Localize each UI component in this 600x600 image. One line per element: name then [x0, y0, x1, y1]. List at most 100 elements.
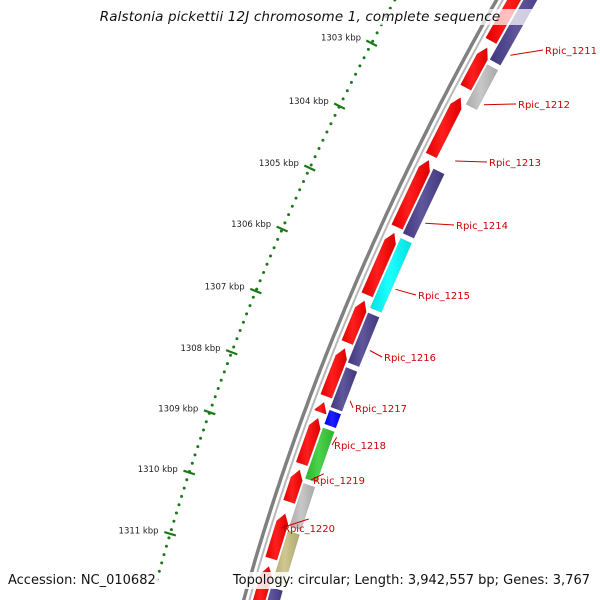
gene-label[interactable]: Rpic_1218 — [334, 441, 386, 452]
ruler-dot — [358, 64, 362, 68]
gene-label[interactable]: Rpic_1214 — [456, 221, 508, 232]
ruler-dot — [196, 445, 200, 449]
ruler-dot — [235, 337, 239, 341]
ruler-tick — [333, 102, 346, 110]
ruler-dot — [269, 254, 272, 258]
gene-label[interactable]: Rpic_1213 — [489, 158, 541, 169]
ruler-dot — [362, 56, 366, 60]
map-title: Ralstonia pickettii 12J chromosome 1, co… — [0, 9, 600, 25]
ruler-dot — [185, 478, 189, 482]
ruler-dot — [305, 171, 309, 175]
label-leader-line — [455, 160, 488, 163]
ruler-dot — [317, 147, 321, 150]
ruler-dot — [164, 544, 168, 548]
gene-label-leaders — [280, 49, 544, 529]
forward-cds[interactable] — [425, 97, 462, 159]
ruler-dot — [366, 47, 370, 51]
topology-text: Topology: circular; Length: 3,942,557 bp… — [230, 572, 592, 589]
reverse-cds[interactable] — [347, 312, 380, 368]
reverse-cds[interactable] — [402, 168, 445, 239]
ruler-dot — [182, 486, 186, 490]
forward-cds[interactable] — [361, 232, 397, 298]
ruler-dot — [313, 155, 317, 159]
ruler-dot — [172, 519, 176, 523]
ruler-dot — [210, 403, 214, 407]
forward-cds[interactable] — [341, 300, 367, 346]
ruler-dot — [345, 89, 349, 93]
ruler-dot — [216, 387, 220, 390]
ruler-tick — [249, 287, 262, 295]
label-leader-line — [349, 400, 354, 409]
ruler-dot — [272, 246, 276, 250]
ruler-dot — [213, 395, 217, 399]
label-leader-line — [280, 518, 309, 529]
ruler-label: 1306 kbp — [231, 220, 271, 230]
ruler-dot — [302, 180, 305, 183]
ruler-dot — [283, 221, 287, 225]
ruler-dot — [202, 428, 205, 432]
gene-label[interactable]: Rpic_1219 — [313, 476, 365, 487]
ruler-dot — [180, 494, 184, 498]
gene-label[interactable]: Rpic_1217 — [355, 404, 407, 415]
ruler-tick — [303, 164, 316, 172]
ruler-tick — [365, 39, 378, 48]
cyan-cds[interactable] — [369, 237, 412, 313]
ruler-label: 1305 kbp — [259, 159, 299, 169]
ruler-dot — [222, 370, 226, 374]
ruler-dot — [325, 130, 329, 134]
gene-track — [252, 0, 538, 600]
ruler-dot — [167, 536, 171, 540]
backbone-line-inner — [248, 0, 504, 600]
ruler-label: 1308 kbp — [180, 344, 220, 354]
ruler-dot — [255, 287, 259, 291]
forward-cds[interactable] — [460, 47, 488, 91]
forward-cds[interactable] — [391, 159, 431, 230]
reverse-cds[interactable] — [330, 366, 358, 412]
chromosome-backbone — [241, 0, 504, 600]
gene-label[interactable]: Rpic_1212 — [518, 100, 570, 111]
forward-cds[interactable] — [314, 401, 327, 415]
hypothetical-cds[interactable] — [289, 483, 316, 531]
label-leader-line — [425, 222, 455, 226]
ruler-dot — [375, 31, 379, 35]
ruler-dot — [354, 72, 358, 76]
hypothetical-cds[interactable] — [465, 64, 499, 111]
green-cds[interactable] — [304, 427, 335, 483]
ruler-dot — [321, 138, 325, 142]
ruler-dot — [290, 204, 294, 208]
ruler-dot — [258, 279, 262, 283]
ruler-dot — [393, 0, 397, 2]
reverse-cds[interactable] — [261, 587, 283, 600]
forward-cds[interactable] — [283, 469, 303, 504]
forward-cds[interactable] — [265, 513, 289, 561]
ruler-dot — [157, 569, 161, 573]
ruler-tick — [225, 349, 238, 356]
ruler-tick — [203, 409, 216, 416]
blue-cds[interactable] — [324, 409, 342, 429]
ruler-dot — [248, 304, 252, 308]
accession-text: Accession: NC_010682 — [6, 572, 158, 589]
ruler-tick — [164, 531, 177, 537]
gene-label[interactable]: Rpic_1216 — [384, 353, 436, 364]
label-leader-line — [310, 473, 325, 481]
gene-label[interactable]: Rpic_1215 — [418, 291, 470, 302]
ruler-label: 1310 kbp — [138, 465, 178, 475]
ruler-dot — [245, 312, 249, 316]
gene-label[interactable]: Rpic_1211 — [545, 46, 597, 57]
label-leader-line — [369, 350, 383, 358]
ruler-dot — [219, 378, 223, 382]
gene-label[interactable]: Rpic_1220 — [283, 524, 335, 535]
label-leader-line — [395, 288, 417, 296]
ruler-dot — [238, 329, 242, 332]
ruler-dot — [241, 320, 245, 324]
ruler-dot — [193, 453, 197, 457]
ruler-dot — [169, 528, 173, 532]
label-leader-line — [483, 103, 517, 106]
ruler-dot — [294, 196, 298, 200]
ruler-dot — [225, 362, 229, 366]
forward-cds[interactable] — [295, 417, 321, 467]
forward-cds[interactable] — [320, 347, 348, 399]
ruler-dot — [341, 97, 345, 101]
